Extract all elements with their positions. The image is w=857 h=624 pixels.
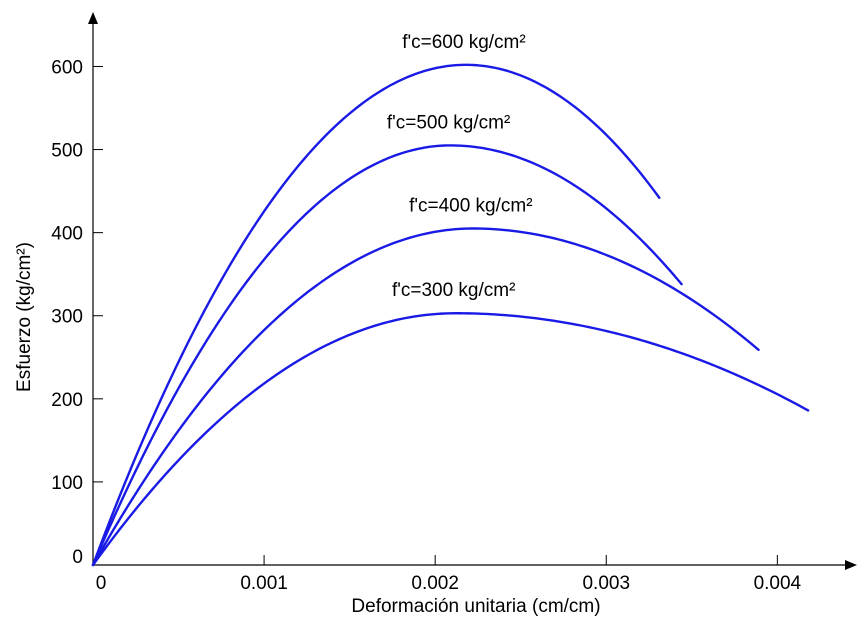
y-tick-label: 100 (51, 473, 83, 494)
x-tick-label: 0.001 (240, 573, 288, 594)
series-label: f'c=600 kg/cm² (402, 32, 525, 53)
series-line (93, 65, 659, 565)
series-label: f'c=500 kg/cm² (387, 112, 510, 133)
y-ticks: 0 100 200 300 400 500 600 (51, 57, 103, 568)
y-axis-title: Esfuerzo (kg/cm²) (14, 242, 35, 392)
y-tick-label: 300 (51, 307, 83, 328)
y-axis-arrow (88, 12, 98, 24)
x-tick-label: 0.003 (582, 573, 630, 594)
x-axis-title: Deformación unitaria (cm/cm) (351, 596, 600, 617)
x-axis-arrow (845, 560, 857, 570)
series-label: f'c=400 kg/cm² (409, 195, 532, 216)
y-tick-label: 600 (51, 57, 83, 78)
y-tick-label: 0 (72, 547, 83, 568)
y-tick-label: 200 (51, 390, 83, 411)
x-tick-label: 0 (96, 573, 107, 594)
curves (93, 65, 808, 565)
y-tick-label: 500 (51, 141, 83, 162)
y-tick-label: 400 (51, 224, 83, 245)
series-line (93, 229, 759, 566)
x-ticks: 0 0.001 0.002 0.003 0.004 (96, 555, 802, 594)
x-tick-label: 0.002 (411, 573, 459, 594)
x-tick-label: 0.004 (754, 573, 802, 594)
series-label: f'c=300 kg/cm² (392, 280, 515, 301)
